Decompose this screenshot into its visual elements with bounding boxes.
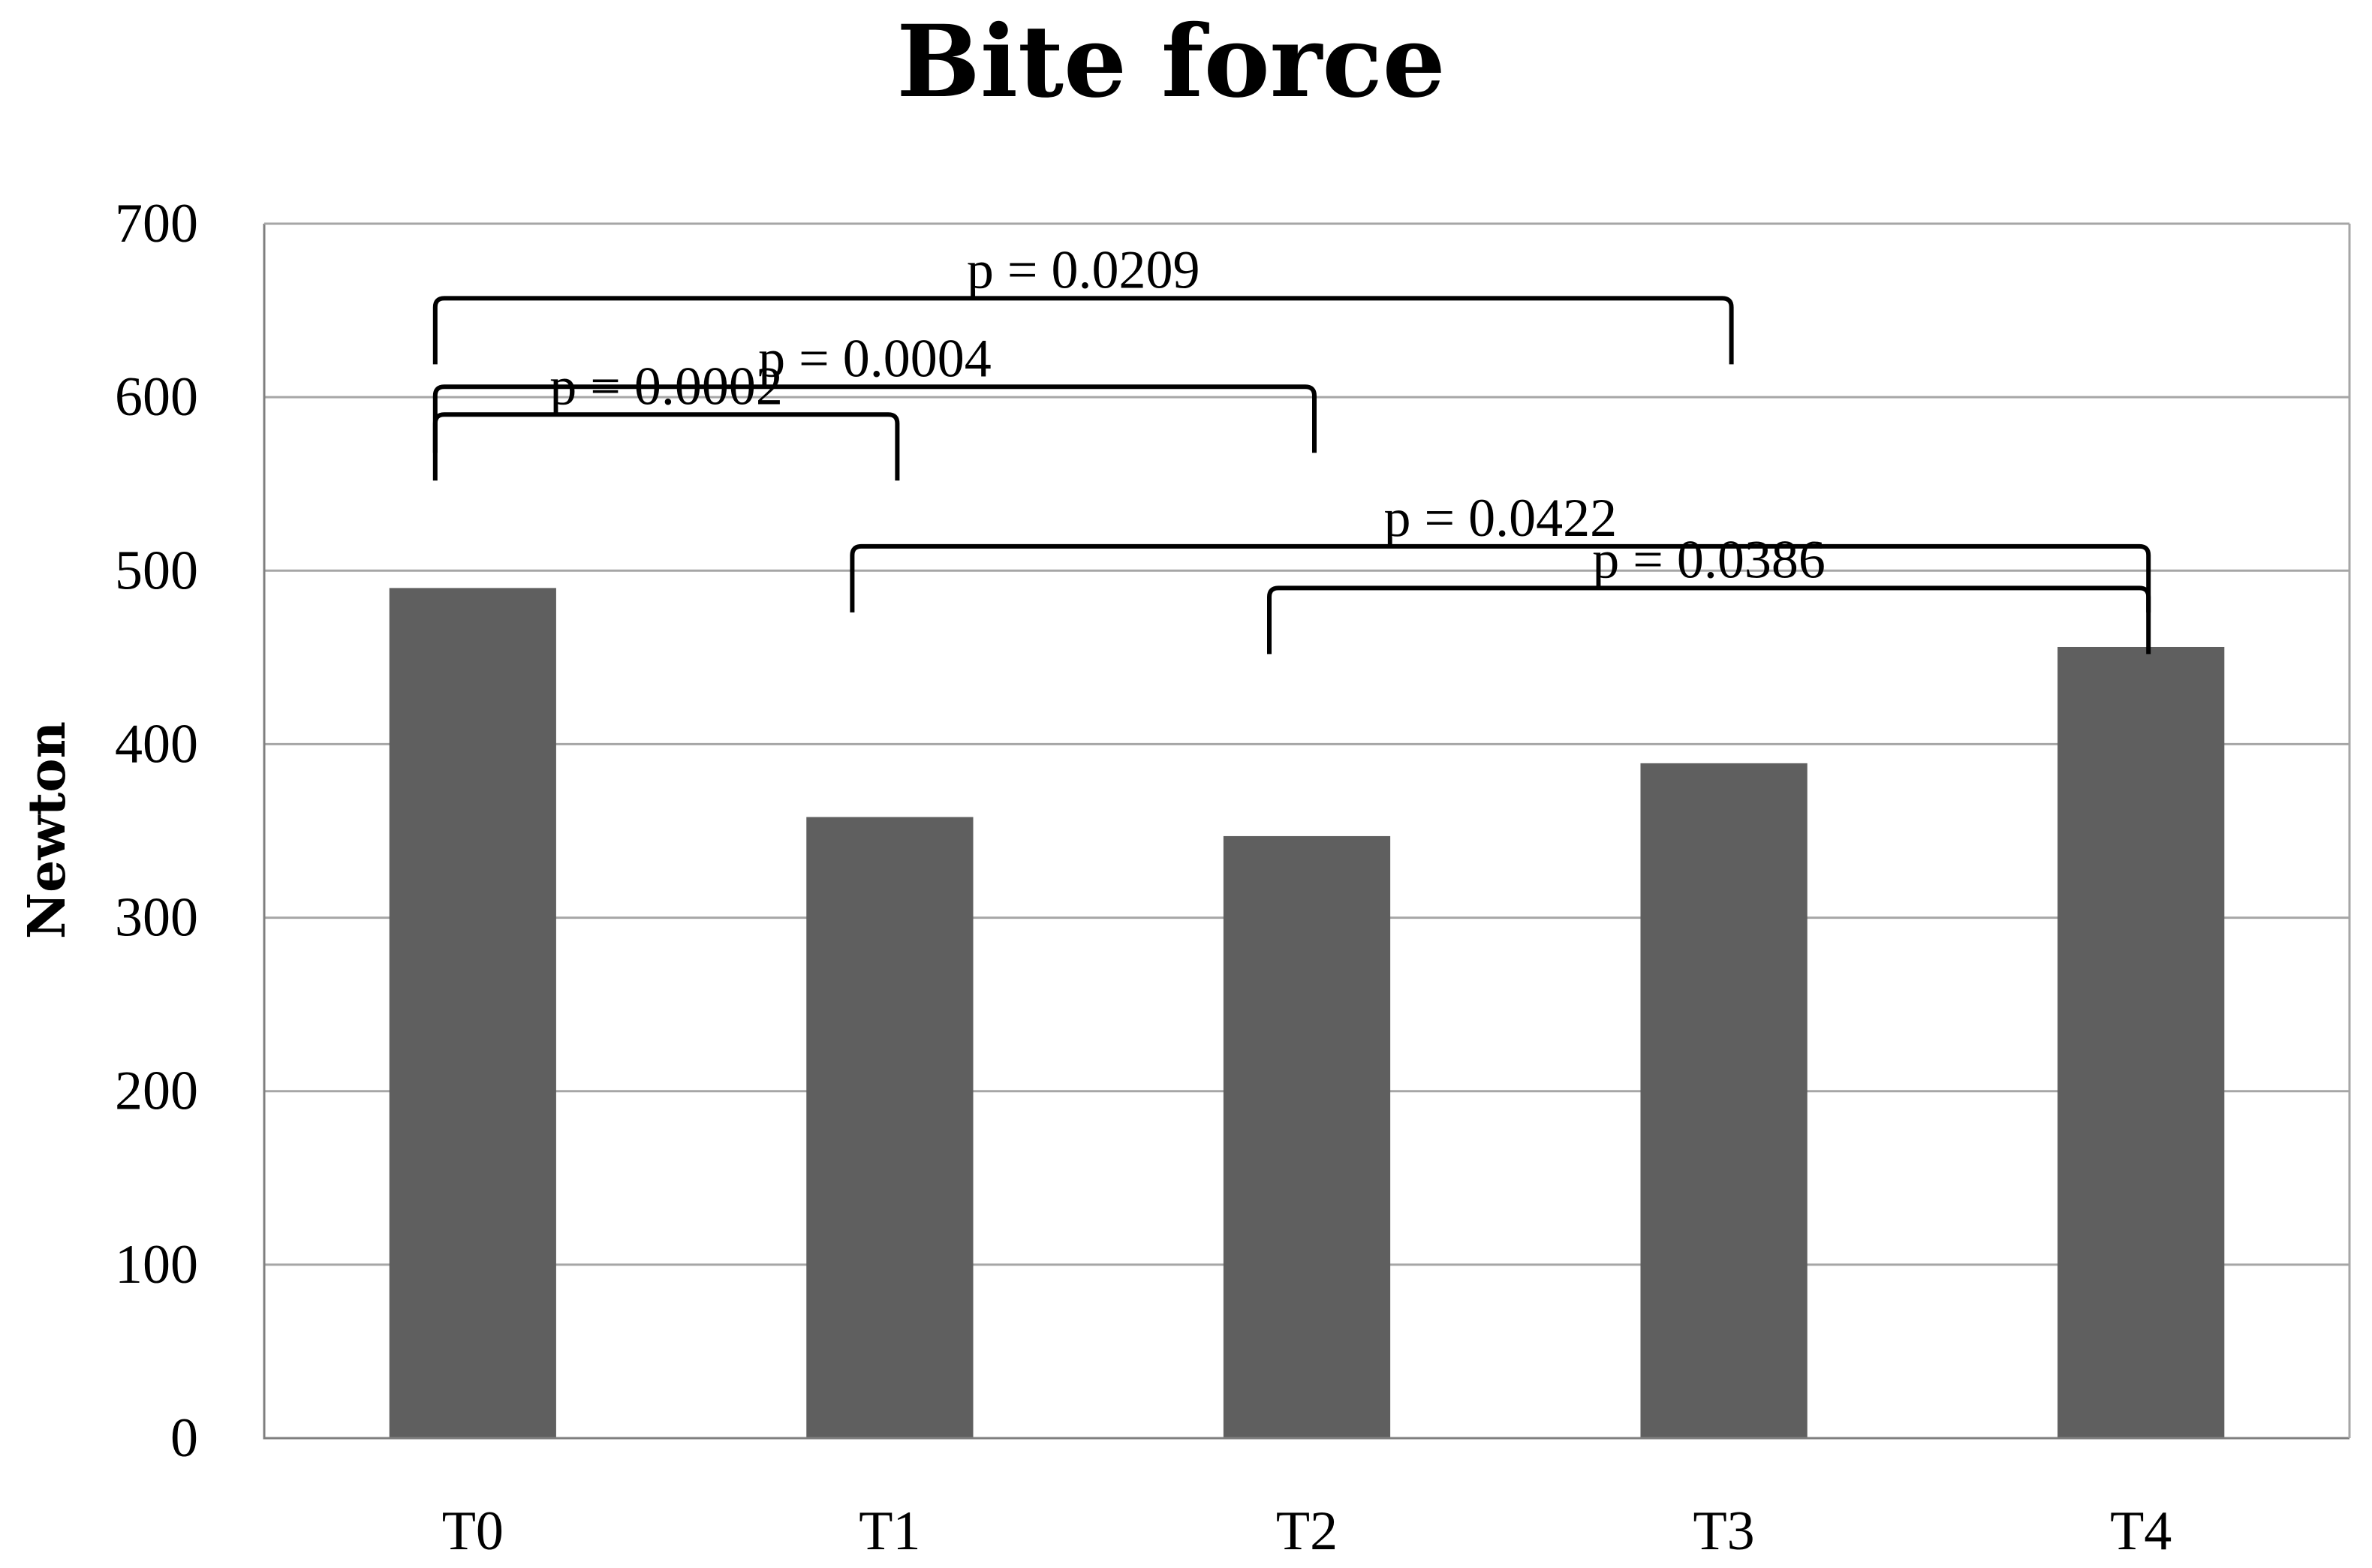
y-tick-label: 300 — [115, 887, 198, 949]
x-tick-label: T2 — [1276, 1500, 1338, 1562]
bar-t2 — [1223, 835, 1391, 1438]
y-tick-label: 100 — [115, 1234, 198, 1296]
axes — [263, 222, 2351, 1440]
y-tick-label: 700 — [115, 193, 198, 254]
axis-frame — [263, 224, 2349, 1440]
y-tick-label: 500 — [115, 540, 198, 601]
p-value-label: p = 0.0209 — [967, 239, 1200, 299]
x-tick-label: T3 — [1693, 1500, 1754, 1562]
p-value-label: p = 0.0004 — [758, 328, 992, 388]
p-value-label: p = 0.0422 — [1383, 488, 1617, 548]
bar-t1 — [806, 817, 974, 1438]
significance-bracket — [432, 296, 1734, 365]
y-axis-label: Newton — [17, 721, 77, 939]
significance-bracket — [1267, 585, 2151, 655]
x-tick-label: T1 — [859, 1500, 920, 1562]
chart-title: Bite force — [896, 4, 1445, 120]
p-value-label: p = 0.0002 — [549, 356, 783, 416]
x-tick-labels: T0 T1 T2 T3 T4 — [442, 1500, 2172, 1562]
y-tick-labels: 0 100 200 300 400 500 600 700 — [115, 193, 198, 1469]
y-tick-label: 200 — [115, 1061, 198, 1122]
bars — [389, 588, 2225, 1439]
y-tick-label: 600 — [115, 366, 198, 428]
significance-bracket — [850, 543, 2151, 612]
y-tick-label: 400 — [115, 713, 198, 775]
bar-t0 — [389, 588, 556, 1438]
x-tick-label: T4 — [2110, 1500, 2172, 1562]
bar-t3 — [1640, 763, 1808, 1438]
significance-bracket — [432, 412, 900, 481]
x-tick-label: T0 — [442, 1500, 504, 1562]
significance-bracket — [432, 384, 1317, 453]
bar-t4 — [2057, 646, 2225, 1439]
p-value-label: p = 0.0386 — [1592, 529, 1826, 589]
y-tick-label: 0 — [170, 1407, 198, 1469]
